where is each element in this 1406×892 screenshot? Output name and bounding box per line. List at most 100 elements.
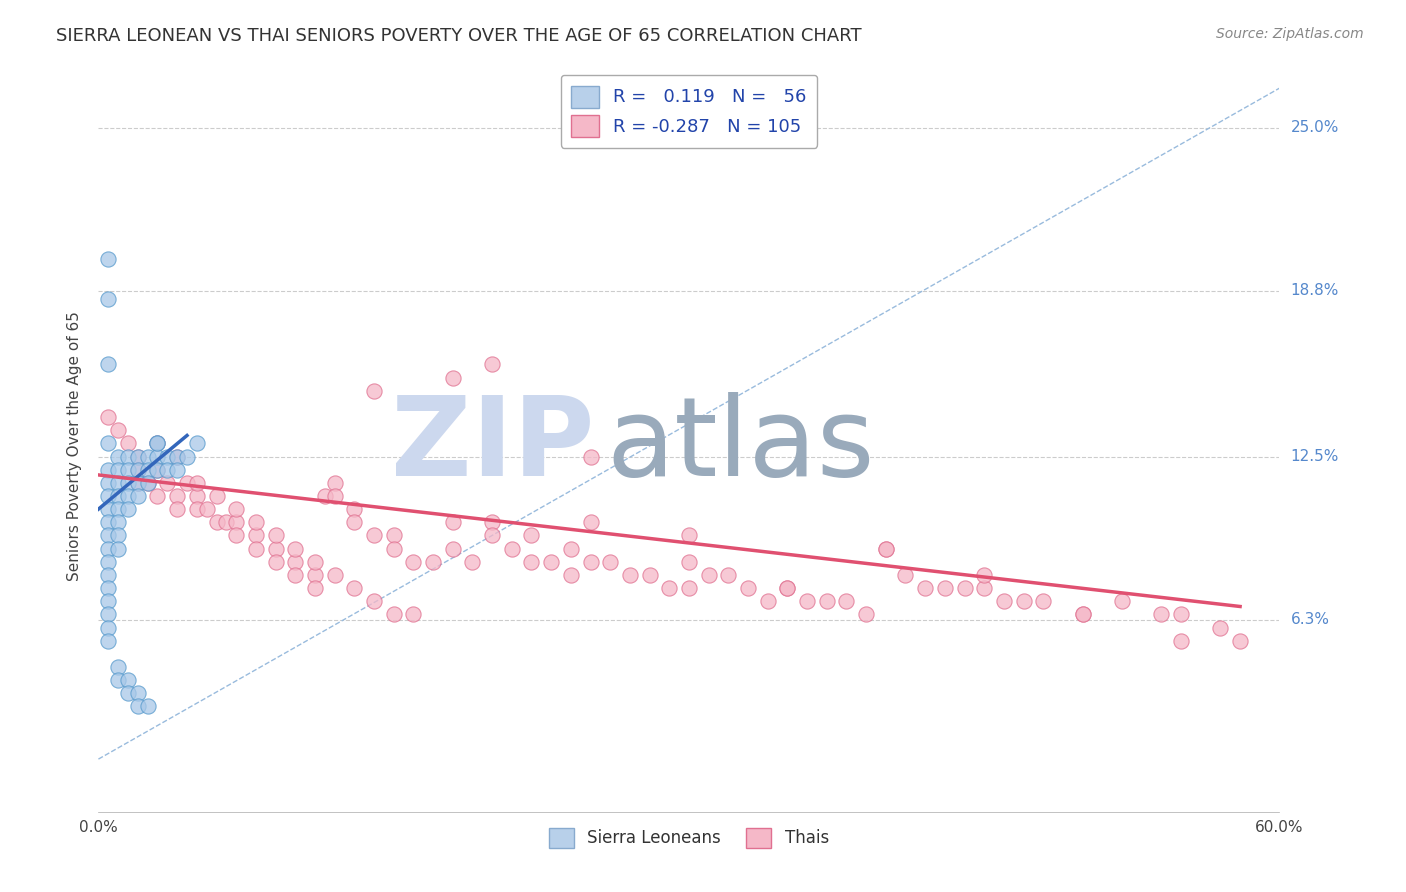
Point: [953, 581, 976, 595]
Point: [658, 581, 681, 595]
Point: [225, 516, 247, 530]
Point: [97, 410, 120, 425]
Point: [402, 555, 425, 569]
Point: [166, 450, 188, 464]
Point: [117, 686, 139, 700]
Point: [97, 621, 120, 635]
Point: [225, 502, 247, 516]
Text: 18.8%: 18.8%: [1291, 284, 1339, 298]
Point: [136, 699, 159, 714]
Point: [441, 370, 464, 384]
Point: [973, 581, 995, 595]
Point: [520, 528, 543, 542]
Point: [166, 463, 188, 477]
Point: [304, 581, 326, 595]
Point: [264, 555, 287, 569]
Y-axis label: Seniors Poverty Over the Age of 65: Seniors Poverty Over the Age of 65: [67, 311, 83, 581]
Point: [97, 252, 120, 267]
Point: [343, 502, 366, 516]
Point: [638, 568, 661, 582]
Point: [127, 475, 149, 490]
Point: [146, 489, 169, 503]
Point: [540, 555, 562, 569]
Point: [117, 436, 139, 450]
Point: [1229, 633, 1251, 648]
Point: [166, 450, 188, 464]
Legend: Sierra Leoneans, Thais: Sierra Leoneans, Thais: [543, 821, 835, 855]
Point: [382, 541, 405, 556]
Point: [117, 475, 139, 490]
Point: [127, 489, 149, 503]
Point: [875, 541, 897, 556]
Point: [107, 423, 129, 437]
Point: [176, 475, 198, 490]
Point: [215, 516, 238, 530]
Text: SIERRA LEONEAN VS THAI SENIORS POVERTY OVER THE AGE OF 65 CORRELATION CHART: SIERRA LEONEAN VS THAI SENIORS POVERTY O…: [56, 27, 862, 45]
Point: [107, 475, 129, 490]
Point: [97, 463, 120, 477]
Point: [776, 581, 799, 595]
Point: [678, 528, 700, 542]
Point: [245, 541, 267, 556]
Point: [678, 555, 700, 569]
Point: [579, 450, 602, 464]
Point: [186, 436, 208, 450]
Point: [579, 555, 602, 569]
Point: [117, 502, 139, 516]
Point: [737, 581, 759, 595]
Point: [107, 463, 129, 477]
Point: [973, 568, 995, 582]
Text: 12.5%: 12.5%: [1291, 449, 1339, 464]
Point: [146, 463, 169, 477]
Point: [835, 594, 858, 608]
Point: [1209, 621, 1232, 635]
Point: [97, 541, 120, 556]
Point: [934, 581, 956, 595]
Point: [796, 594, 818, 608]
Point: [914, 581, 936, 595]
Point: [599, 555, 621, 569]
Point: [363, 528, 385, 542]
Point: [97, 555, 120, 569]
Point: [97, 607, 120, 622]
Point: [186, 502, 208, 516]
Point: [107, 541, 129, 556]
Point: [382, 607, 405, 622]
Point: [894, 568, 917, 582]
Point: [97, 475, 120, 490]
Point: [560, 568, 582, 582]
Point: [579, 516, 602, 530]
Point: [146, 463, 169, 477]
Point: [245, 528, 267, 542]
Point: [402, 607, 425, 622]
Point: [97, 489, 120, 503]
Point: [156, 463, 179, 477]
Point: [97, 436, 120, 450]
Point: [127, 463, 149, 477]
Point: [117, 489, 139, 503]
Point: [264, 528, 287, 542]
Point: [146, 436, 169, 450]
Point: [855, 607, 877, 622]
Text: Source: ZipAtlas.com: Source: ZipAtlas.com: [1216, 27, 1364, 41]
Point: [107, 528, 129, 542]
Point: [619, 568, 641, 582]
Point: [127, 463, 149, 477]
Point: [343, 516, 366, 530]
Point: [481, 358, 503, 372]
Point: [501, 541, 523, 556]
Point: [441, 541, 464, 556]
Point: [186, 489, 208, 503]
Point: [363, 384, 385, 398]
Point: [245, 516, 267, 530]
Point: [520, 555, 543, 569]
Point: [117, 463, 139, 477]
Point: [382, 528, 405, 542]
Point: [156, 475, 179, 490]
Point: [97, 568, 120, 582]
Point: [1032, 594, 1054, 608]
Point: [136, 475, 159, 490]
Point: [776, 581, 799, 595]
Point: [284, 568, 307, 582]
Point: [107, 489, 129, 503]
